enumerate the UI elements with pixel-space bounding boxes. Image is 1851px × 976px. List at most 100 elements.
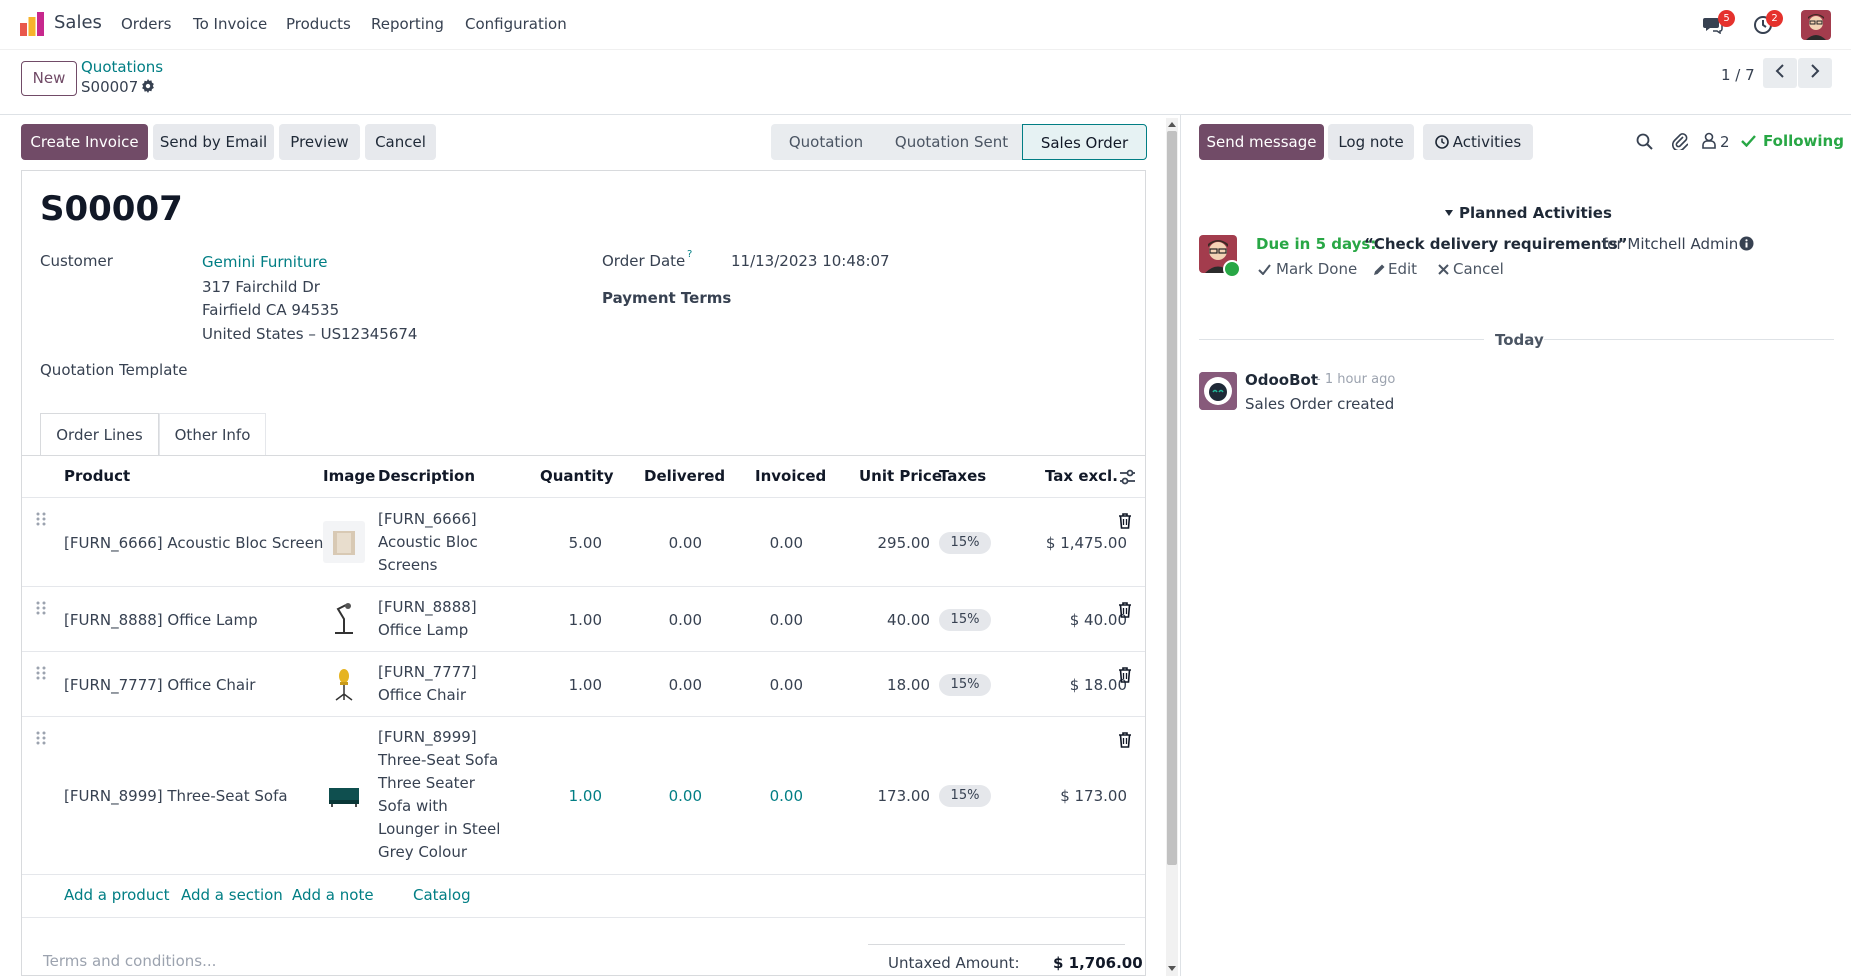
description-line: Lounger in Steel [378, 820, 501, 838]
line-unit-price[interactable]: 40.00 [887, 611, 930, 629]
tab-other-info[interactable]: Other Info [159, 413, 266, 456]
drag-handle-icon[interactable] [36, 666, 46, 680]
customer-address-line: United States – US12345674 [202, 325, 418, 343]
line-unit-price[interactable]: 173.00 [877, 787, 931, 805]
menu-reporting[interactable]: Reporting [371, 15, 444, 33]
status-quotation[interactable]: Quotation [771, 124, 881, 160]
line-product[interactable]: [FURN_6666] Acoustic Bloc Screens [64, 534, 332, 552]
tax-badge[interactable]: 15% [939, 785, 991, 807]
order-date-value[interactable]: 11/13/2023 10:48:07 [731, 252, 890, 270]
line-description[interactable]: [FURN_8999] Three-Seat Sofa Three Seater… [378, 726, 500, 864]
mark-done-button[interactable]: Mark Done [1276, 260, 1358, 278]
pager-value[interactable]: 1 / 7 [1721, 66, 1755, 84]
menu-products[interactable]: Products [286, 15, 351, 33]
trash-icon[interactable] [1118, 602, 1132, 618]
send-by-email-button[interactable]: Send by Email [153, 124, 274, 160]
header-divider [22, 497, 1145, 498]
followers-count[interactable]: 2 [1720, 133, 1730, 151]
pager-next-button[interactable] [1798, 58, 1832, 88]
col-delivered[interactable]: Delivered [644, 467, 726, 485]
planned-activities-header[interactable]: Planned Activities [1459, 204, 1612, 222]
send-message-button[interactable]: Send message [1199, 124, 1324, 160]
user-avatar[interactable] [1801, 10, 1831, 40]
untaxed-amount-value: $ 1,706.00 [1053, 954, 1143, 972]
paperclip-icon[interactable] [1672, 132, 1688, 150]
optional-columns-icon[interactable] [1119, 469, 1136, 485]
trash-icon[interactable] [1118, 513, 1132, 529]
caret-down-icon[interactable] [1444, 209, 1454, 217]
drag-handle-icon[interactable] [36, 601, 46, 615]
edit-activity-button[interactable]: Edit [1388, 260, 1418, 278]
line-quantity[interactable]: 1.00 [568, 611, 602, 629]
line-unit-price[interactable]: 295.00 [877, 534, 931, 552]
breadcrumb-quotations[interactable]: Quotations [81, 58, 164, 76]
order-date-help-icon[interactable]: ? [687, 249, 693, 260]
col-invoiced[interactable]: Invoiced [755, 467, 827, 485]
add-section-link[interactable]: Add a section [181, 886, 283, 904]
catalog-link[interactable]: Catalog [413, 886, 471, 904]
description-line: Sofa with [378, 797, 448, 815]
menu-orders[interactable]: Orders [121, 15, 172, 33]
line-quantity[interactable]: 1.00 [568, 787, 602, 805]
col-quantity[interactable]: Quantity [540, 467, 614, 485]
line-product[interactable]: [FURN_7777] Office Chair [64, 676, 256, 694]
following-button[interactable]: Following [1763, 132, 1844, 150]
line-quantity[interactable]: 1.00 [568, 676, 602, 694]
create-invoice-button[interactable]: Create Invoice [21, 124, 148, 160]
preview-button[interactable]: Preview [279, 124, 360, 160]
pager-previous-button[interactable] [1763, 58, 1797, 88]
col-image[interactable]: Image [323, 467, 376, 485]
log-note-button[interactable]: Log note [1328, 124, 1414, 160]
tax-badge[interactable]: 15% [939, 609, 991, 631]
odoobot-avatar[interactable] [1199, 372, 1237, 410]
line-delivered[interactable]: 0.00 [668, 676, 702, 694]
tax-badge[interactable]: 15% [939, 532, 991, 554]
description-line: Three-Seat Sofa [378, 751, 499, 769]
add-product-link[interactable]: Add a product [64, 886, 170, 904]
scroll-up-arrow-icon[interactable] [1167, 120, 1177, 128]
menu-to-invoice[interactable]: To Invoice [193, 15, 268, 33]
cancel-button[interactable]: Cancel [365, 124, 436, 160]
line-quantity[interactable]: 5.00 [568, 534, 602, 552]
add-note-link[interactable]: Add a note [292, 886, 374, 904]
info-icon[interactable] [1739, 236, 1754, 251]
followers-icon[interactable] [1702, 132, 1716, 149]
app-name[interactable]: Sales [54, 12, 102, 33]
new-button[interactable]: New [21, 61, 77, 96]
col-description[interactable]: Description [378, 467, 476, 485]
tax-badge[interactable]: 15% [939, 674, 991, 696]
line-delivered[interactable]: 0.00 [668, 534, 702, 552]
sales-app-icon[interactable] [19, 11, 45, 37]
trash-icon[interactable] [1118, 667, 1132, 683]
line-description[interactable]: [FURN_8888] Office Lamp [378, 596, 477, 642]
line-delivered[interactable]: 0.00 [668, 611, 702, 629]
drag-handle-icon[interactable] [36, 512, 46, 526]
terms-input[interactable]: Terms and conditions... [43, 952, 217, 970]
line-delivered[interactable]: 0.00 [668, 787, 702, 805]
line-description[interactable]: [FURN_7777] Office Chair [378, 661, 477, 707]
cancel-activity-button[interactable]: Cancel [1453, 260, 1504, 278]
scroll-down-arrow-icon[interactable] [1167, 965, 1177, 973]
col-taxes[interactable]: Taxes [939, 467, 987, 485]
search-icon[interactable] [1636, 133, 1653, 150]
line-product[interactable]: [FURN_8999] Three-Seat Sofa [64, 787, 288, 805]
customer-link[interactable]: Gemini Furniture [202, 253, 328, 271]
trash-icon[interactable] [1118, 732, 1132, 748]
message-author[interactable]: OdooBot [1245, 371, 1319, 389]
line-unit-price[interactable]: 18.00 [887, 676, 930, 694]
col-unit-price[interactable]: Unit Price [859, 467, 942, 485]
line-product[interactable]: [FURN_8888] Office Lamp [64, 611, 258, 629]
col-tax-excl[interactable]: Tax excl. [1045, 467, 1118, 485]
gear-icon[interactable] [141, 79, 155, 93]
tab-order-lines[interactable]: Order Lines [40, 413, 159, 456]
messages-badge: 5 [1718, 10, 1735, 27]
status-sales-order[interactable]: Sales Order [1022, 124, 1147, 160]
line-invoiced[interactable]: 0.00 [769, 787, 803, 805]
menu-configuration[interactable]: Configuration [465, 15, 567, 33]
form-scrollbar-thumb[interactable] [1167, 131, 1177, 865]
col-product[interactable]: Product [64, 467, 131, 485]
line-description[interactable]: [FURN_6666] Acoustic Bloc Screens [378, 508, 478, 577]
activities-button[interactable]: Activities [1423, 124, 1533, 160]
drag-handle-icon[interactable] [36, 731, 46, 745]
status-quotation-sent[interactable]: Quotation Sent [881, 124, 1022, 160]
